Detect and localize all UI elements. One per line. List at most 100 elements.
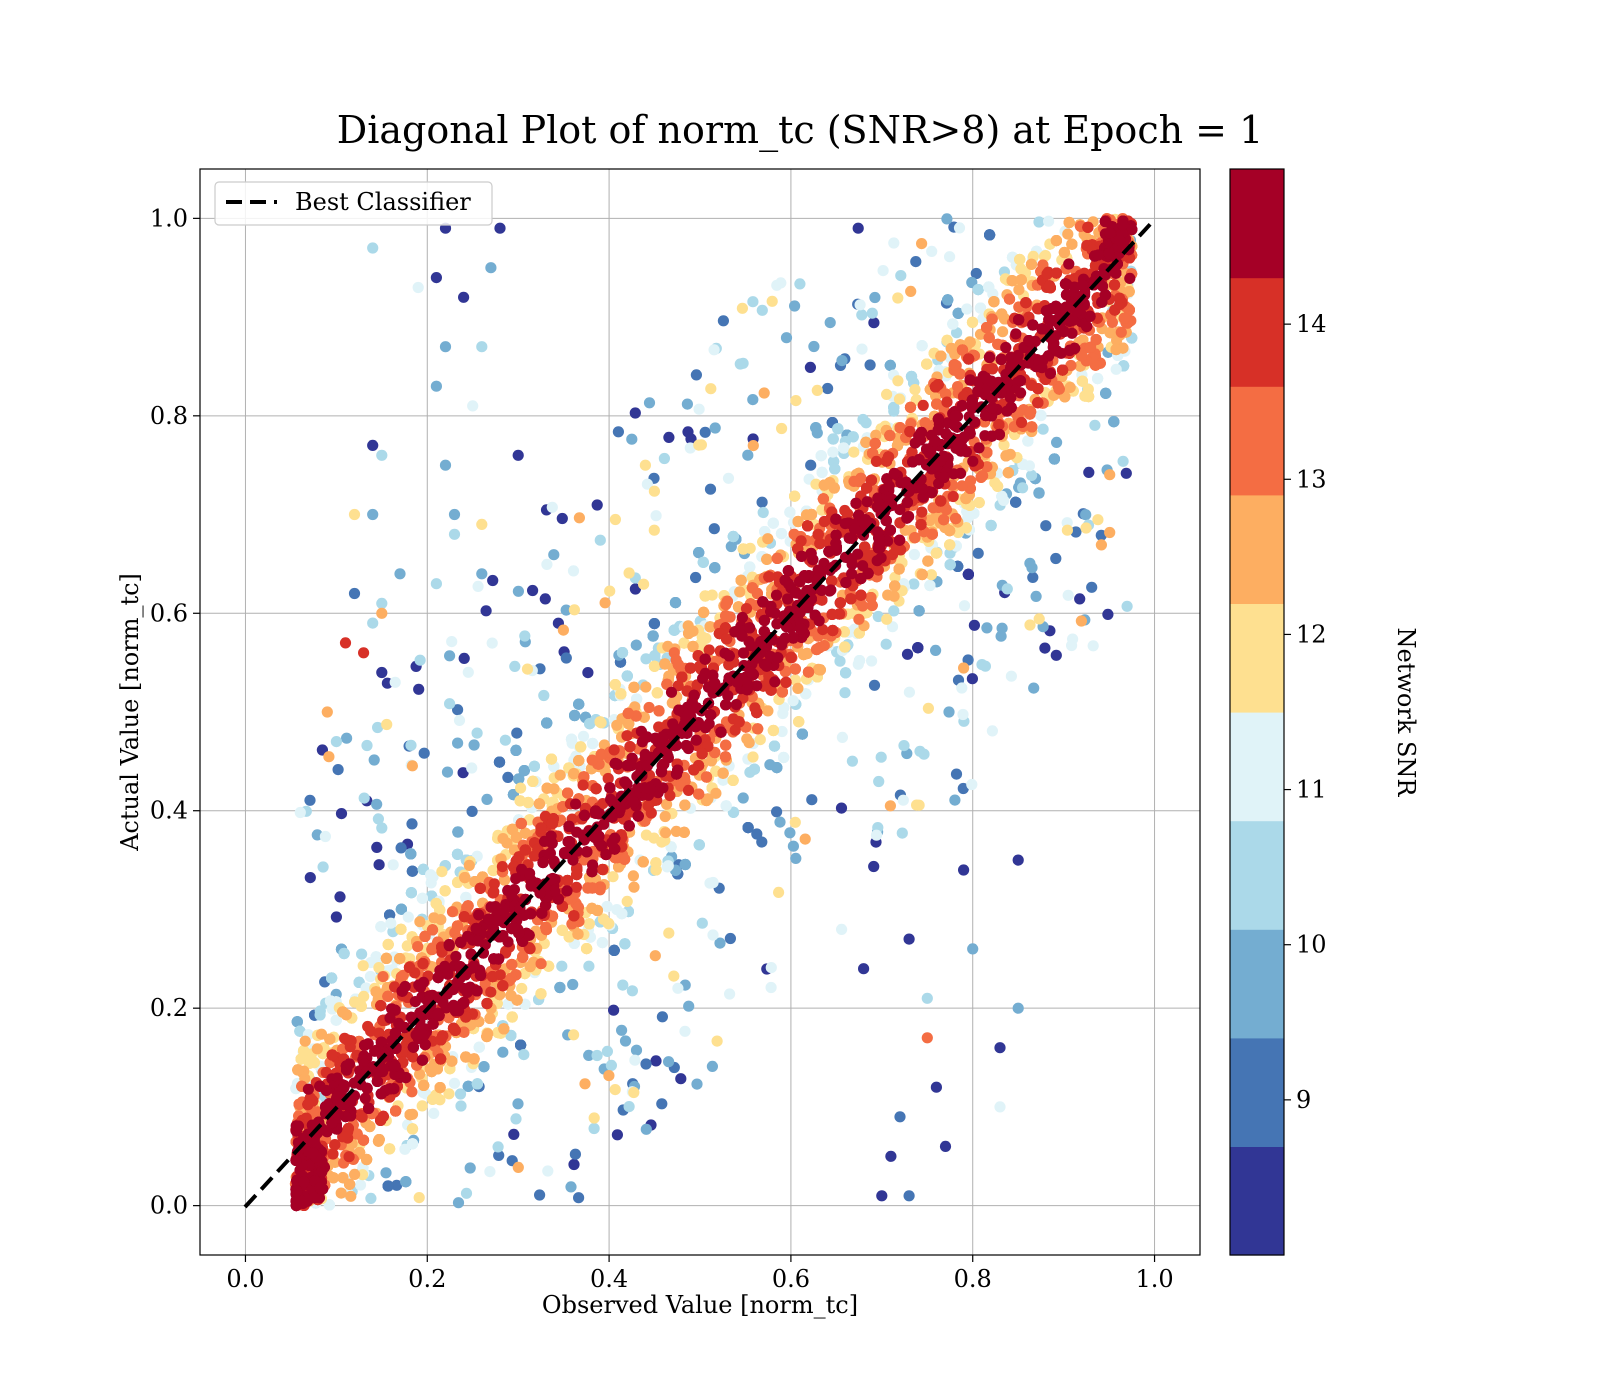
- scatter-point: [583, 918, 595, 930]
- scatter-point: [596, 937, 609, 949]
- scatter-point: [493, 756, 506, 768]
- scatter-point: [952, 526, 964, 538]
- scatter-point: [660, 827, 672, 839]
- scatter-point: [481, 793, 493, 806]
- scatter-point: [822, 382, 834, 395]
- scatter-point: [391, 1179, 403, 1191]
- scatter-point: [568, 1158, 580, 1171]
- scatter-point: [870, 829, 883, 841]
- scatter-point: [371, 798, 383, 810]
- scatter-point: [629, 407, 641, 419]
- scatter-point: [854, 299, 866, 311]
- scatter-point: [562, 787, 574, 799]
- scatter-point: [535, 988, 547, 1000]
- scatter-point: [428, 1107, 440, 1119]
- scatter-point: [619, 1035, 632, 1047]
- scatter-point: [452, 704, 464, 716]
- scatter-point: [756, 836, 768, 848]
- scatter-point: [406, 760, 418, 772]
- scatter-point: [406, 1108, 419, 1120]
- scatter-point: [930, 644, 942, 657]
- scatter-point: [693, 839, 705, 851]
- scatter-point: [612, 426, 625, 438]
- scatter-point: [802, 666, 815, 678]
- scatter-point: [609, 513, 622, 526]
- scatter-point: [1064, 381, 1076, 393]
- scatter-point: [869, 437, 881, 450]
- scatter-point: [572, 928, 584, 940]
- scatter-point: [298, 1045, 310, 1057]
- scatter-point: [698, 606, 710, 619]
- scatter-point: [1075, 615, 1087, 627]
- scatter-point: [663, 431, 675, 443]
- scatter-point: [704, 483, 717, 495]
- scatter-point: [714, 937, 726, 949]
- scatter-point: [414, 1068, 426, 1080]
- scatter-point: [796, 728, 809, 740]
- scatter-point: [619, 938, 631, 950]
- scatter-point: [808, 340, 820, 353]
- scatter-point: [1080, 509, 1092, 521]
- scatter-point: [789, 816, 801, 828]
- scatter-point: [510, 1113, 522, 1125]
- scatter-point: [838, 626, 850, 638]
- scatter-point: [656, 1098, 668, 1110]
- scatter-point: [457, 767, 469, 779]
- scatter-point: [1076, 375, 1088, 387]
- scatter-point: [462, 666, 474, 678]
- scatter-point: [497, 1046, 509, 1058]
- scatter-point: [706, 1060, 719, 1072]
- scatter-point: [678, 637, 690, 649]
- scatter-point: [361, 739, 373, 752]
- scatter-point: [966, 276, 978, 289]
- scatter-point: [356, 948, 368, 960]
- scatter-point: [341, 732, 353, 744]
- scatter-point: [724, 932, 737, 945]
- scatter-point: [727, 774, 739, 787]
- scatter-point: [413, 683, 425, 695]
- scatter-point: [958, 600, 971, 612]
- chart-title: Diagonal Plot of norm_tc (SNR>8) at Epoc…: [337, 108, 1264, 153]
- scatter-point: [1013, 284, 1025, 296]
- scatter-point: [443, 1088, 455, 1100]
- scatter-point: [607, 871, 619, 883]
- scatter-point: [416, 892, 428, 904]
- scatter-point: [941, 213, 953, 225]
- scatter-point: [323, 1199, 335, 1211]
- scatter-point: [776, 686, 789, 698]
- scatter-point: [601, 1045, 614, 1057]
- scatter-point: [793, 716, 805, 728]
- scatter-point: [658, 452, 671, 465]
- scatter-point: [515, 782, 527, 794]
- scatter-point: [584, 718, 596, 730]
- scatter-point: [486, 637, 498, 649]
- scatter-point: [1110, 343, 1122, 356]
- scatter-point: [687, 640, 699, 653]
- scatter-point: [799, 833, 811, 845]
- scatter-point: [711, 1035, 723, 1047]
- scatter-point: [512, 1098, 524, 1110]
- scatter-point: [787, 695, 799, 707]
- scatter-point: [771, 552, 783, 565]
- scatter-point: [778, 751, 790, 764]
- scatter-point: [304, 794, 316, 806]
- scatter-point: [557, 624, 570, 636]
- scatter-point: [1063, 216, 1075, 229]
- scatter-point: [527, 775, 539, 788]
- scatter-point: [918, 748, 930, 760]
- scatter-point: [985, 519, 997, 532]
- scatter-point: [722, 472, 735, 484]
- scatter-point: [1110, 363, 1122, 375]
- scatter-point: [626, 985, 639, 997]
- scatter-point: [888, 605, 900, 617]
- scatter-point: [996, 622, 1008, 634]
- scatter-point: [502, 771, 514, 784]
- scatter-point: [439, 885, 451, 897]
- scatter-point: [691, 1078, 703, 1090]
- scatter-point: [697, 556, 709, 568]
- scatter-point: [394, 953, 406, 965]
- scatter-point: [573, 1192, 585, 1204]
- scatter-point: [1005, 670, 1018, 682]
- scatter-point: [976, 659, 988, 671]
- scatter-point: [460, 1187, 473, 1199]
